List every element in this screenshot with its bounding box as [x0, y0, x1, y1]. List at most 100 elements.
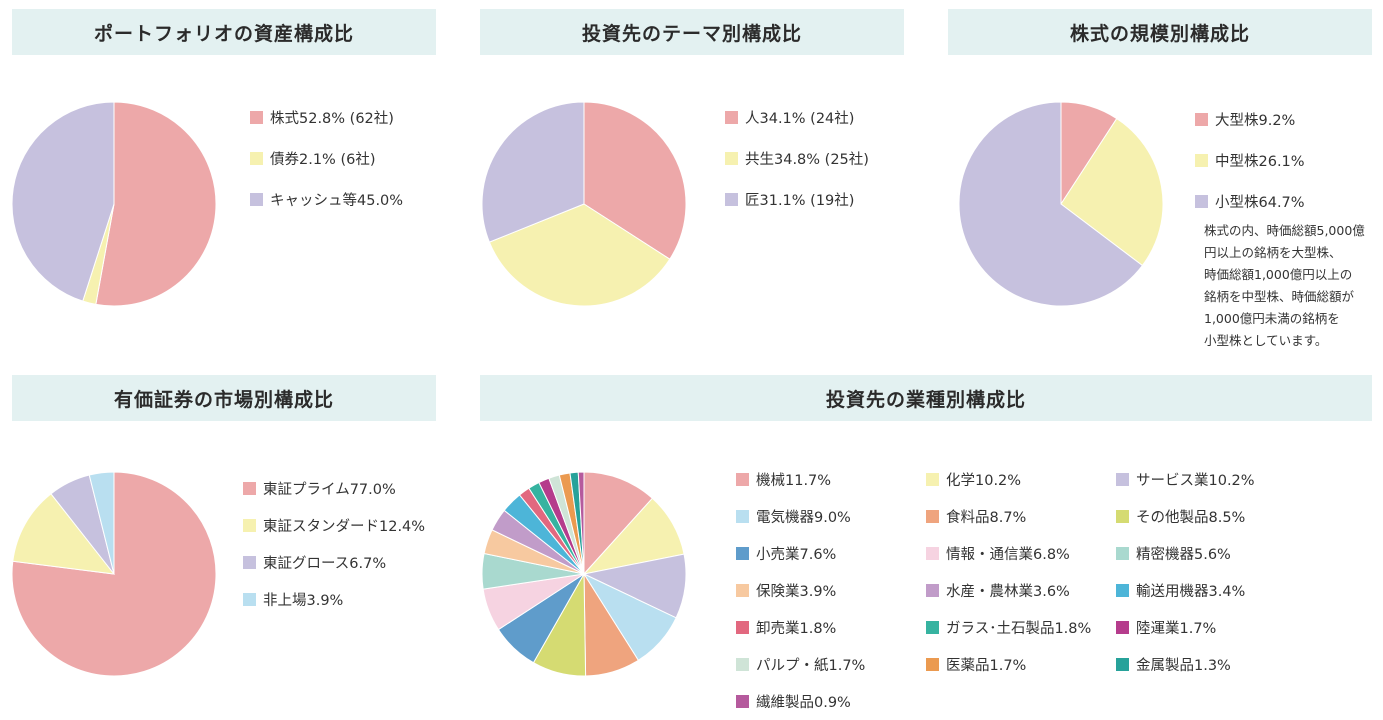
- pie-asset: [11, 101, 217, 307]
- legend-label: 非上場3.9%: [263, 593, 344, 609]
- legend-swatch: [926, 658, 939, 671]
- pie-market: [11, 471, 217, 677]
- legend-item: パルプ・紙1.7%: [736, 646, 926, 683]
- size-note-line: 銘柄を中型株、時価総額が: [1204, 289, 1355, 304]
- legend-item: 非上場3.9%: [243, 581, 425, 618]
- legend-label: 精密機器5.6%: [1136, 547, 1231, 563]
- legend-item: 小型株64.7%: [1195, 181, 1305, 222]
- legend-item: 医薬品1.7%: [926, 646, 1116, 683]
- legend-item: 卸売業1.8%: [736, 609, 926, 646]
- legend-item: 人34.1% (24社): [725, 97, 869, 138]
- legend-label: 小型株64.7%: [1215, 195, 1305, 211]
- legend-label: 金属製品1.3%: [1136, 658, 1231, 674]
- legend-swatch: [1116, 510, 1129, 523]
- legend-swatch: [1116, 621, 1129, 634]
- legend-swatch: [1116, 473, 1129, 486]
- pie-slice: [577, 471, 585, 575]
- legend-swatch: [736, 510, 749, 523]
- chart-title-industry: 投資先の業種別構成比: [480, 375, 1372, 421]
- chart-title-market: 有価証券の市場別構成比: [12, 375, 436, 421]
- legend-item: 株式52.8% (62社): [250, 97, 403, 138]
- legend-label: 陸運業1.7%: [1136, 621, 1217, 637]
- legend-swatch: [736, 621, 749, 634]
- pie-theme: [481, 101, 687, 307]
- legend-item: 東証プライム77.0%: [243, 470, 425, 507]
- legend-label: 東証スタンダード12.4%: [263, 519, 426, 535]
- legend-item: 金属製品1.3%: [1116, 646, 1306, 683]
- legend-item: 電気機器9.0%: [736, 498, 926, 535]
- legend-swatch: [736, 584, 749, 597]
- legend-swatch: [250, 152, 263, 165]
- legend-swatch: [1195, 195, 1208, 208]
- legend-item: 陸運業1.7%: [1116, 609, 1306, 646]
- legend-theme: 人34.1% (24社) 共生34.8% (25社) 匠31.1% (19社): [725, 97, 869, 220]
- legend-label: 化学10.2%: [946, 473, 1022, 489]
- legend-label: 株式52.8% (62社): [270, 111, 394, 127]
- legend-label: キャッシュ等45.0%: [270, 193, 404, 209]
- legend-item: 中型株26.1%: [1195, 140, 1305, 181]
- legend-label: 匠31.1% (19社): [745, 193, 855, 209]
- legend-label: 水産・農林業3.6%: [946, 584, 1070, 600]
- legend-label: その他製品8.5%: [1136, 510, 1246, 526]
- legend-swatch: [725, 111, 738, 124]
- legend-label: 東証プライム77.0%: [263, 482, 396, 498]
- legend-swatch: [736, 473, 749, 486]
- pie-slice: [488, 203, 671, 307]
- legend-item: 大型株9.2%: [1195, 99, 1305, 140]
- legend-swatch: [1116, 547, 1129, 560]
- legend-label: 中型株26.1%: [1215, 154, 1305, 170]
- chart-title-asset: ポートフォリオの資産構成比: [12, 9, 436, 55]
- size-note-line: 円以上の銘柄を大型株、: [1204, 245, 1342, 260]
- legend-item: 保険業3.9%: [736, 572, 926, 609]
- pie-size: [958, 101, 1164, 307]
- legend-item: 共生34.8% (25社): [725, 138, 869, 179]
- legend-label: 保険業3.9%: [756, 584, 837, 600]
- legend-label: 共生34.8% (25社): [745, 152, 869, 168]
- legend-item: 食料品8.7%: [926, 498, 1116, 535]
- pie-slice: [1060, 117, 1164, 267]
- pie-slice: [12, 493, 116, 575]
- legend-swatch: [1195, 113, 1208, 126]
- chart-title-size: 株式の規模別構成比: [948, 9, 1372, 55]
- legend-label: 大型株9.2%: [1215, 113, 1296, 129]
- legend-label: 卸売業1.8%: [756, 621, 837, 637]
- legend-swatch: [1116, 658, 1129, 671]
- pie-slice: [958, 101, 1144, 307]
- legend-label: 輸送用機器3.4%: [1136, 584, 1246, 600]
- pie-industry: [481, 471, 687, 677]
- chart-title-theme: 投資先のテーマ別構成比: [480, 9, 904, 55]
- legend-swatch: [250, 111, 263, 124]
- legend-swatch: [926, 473, 939, 486]
- size-note-line: 小型株としています。: [1204, 333, 1328, 348]
- legend-swatch: [1195, 154, 1208, 167]
- legend-item: 精密機器5.6%: [1116, 535, 1306, 572]
- pie-slice: [95, 101, 217, 307]
- legend-item: 債券2.1% (6社): [250, 138, 403, 179]
- legend-item: 匠31.1% (19社): [725, 179, 869, 220]
- legend-label: 電気機器9.0%: [756, 510, 851, 526]
- legend-label: ガラス･土石製品1.8%: [946, 621, 1092, 637]
- legend-label: 債券2.1% (6社): [270, 152, 376, 168]
- legend-label: 繊維製品0.9%: [756, 695, 851, 711]
- legend-swatch: [725, 193, 738, 206]
- legend-label: 小売業7.6%: [756, 547, 837, 563]
- legend-item: 小売業7.6%: [736, 535, 926, 572]
- legend-swatch: [243, 593, 256, 606]
- legend-swatch: [243, 519, 256, 532]
- pie-slice: [88, 471, 115, 575]
- legend-asset: 株式52.8% (62社) 債券2.1% (6社) キャッシュ等45.0%: [250, 97, 403, 220]
- legend-industry: 機械11.7% 化学10.2% サービス業10.2% 電気機器9.0% 食料品8.7% そ…: [736, 461, 1306, 720]
- legend-item: 繊維製品0.9%: [736, 683, 926, 720]
- legend-swatch: [926, 621, 939, 634]
- legend-label: 情報・通信業6.8%: [946, 547, 1070, 563]
- pie-slice: [583, 471, 654, 576]
- size-note-line: 株式の内、時価総額5,000億: [1204, 223, 1365, 238]
- legend-swatch: [736, 695, 749, 708]
- legend-item: キャッシュ等45.0%: [250, 179, 403, 220]
- legend-item: その他製品8.5%: [1116, 498, 1306, 535]
- legend-swatch: [926, 510, 939, 523]
- legend-swatch: [736, 658, 749, 671]
- legend-swatch: [243, 482, 256, 495]
- size-note-line: 時価総額1,000億円以上の: [1204, 267, 1353, 282]
- legend-label: 機械11.7%: [756, 473, 832, 489]
